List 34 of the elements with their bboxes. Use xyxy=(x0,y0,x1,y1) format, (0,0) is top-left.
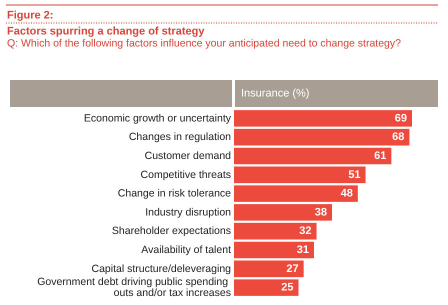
y-tick-label: Change in risk tolerance xyxy=(118,188,232,200)
data-label: 69 xyxy=(394,112,407,124)
bar xyxy=(234,148,392,164)
data-label: 51 xyxy=(348,168,361,181)
bar xyxy=(234,242,314,258)
data-label: 61 xyxy=(374,150,386,162)
y-tick-label: Customer demand xyxy=(144,150,232,162)
y-tick-label: Shareholder expectations xyxy=(112,225,231,238)
bar xyxy=(234,128,410,146)
bar xyxy=(234,222,317,240)
y-tick-label: Competitive threats xyxy=(140,168,231,181)
y-tick-label: Economic growth or uncertainty xyxy=(84,112,232,124)
bar xyxy=(234,185,358,202)
y-tick-label: Industry disruption xyxy=(145,206,232,218)
y-tick-label: Changes in regulation xyxy=(128,131,232,144)
data-label: 48 xyxy=(340,188,353,200)
bar xyxy=(234,166,366,184)
x-axis-title: Insurance (%) xyxy=(241,88,310,100)
data-label: 27 xyxy=(286,262,299,275)
bar xyxy=(234,260,304,278)
y-tick-label: Availability of talent xyxy=(141,244,232,256)
bar xyxy=(234,279,298,296)
data-label: 68 xyxy=(392,131,404,144)
bar xyxy=(234,110,412,127)
text: Q: Which of the following factors influence your anticipated need to change strategy? xyxy=(7,38,402,50)
data-label: 38 xyxy=(314,206,328,218)
text: Factors spurring a change of strategy xyxy=(7,26,206,38)
y-tick-label: Capital structure/deleveraging xyxy=(92,262,232,275)
data-label: 25 xyxy=(281,282,294,294)
data-label: 32 xyxy=(299,225,312,238)
bar xyxy=(234,204,332,221)
y-tick-label: Government debt driving public spending outs and/or tax increases xyxy=(37,276,231,300)
data-label: 31 xyxy=(296,244,309,256)
text: Figure 2: xyxy=(7,10,54,22)
